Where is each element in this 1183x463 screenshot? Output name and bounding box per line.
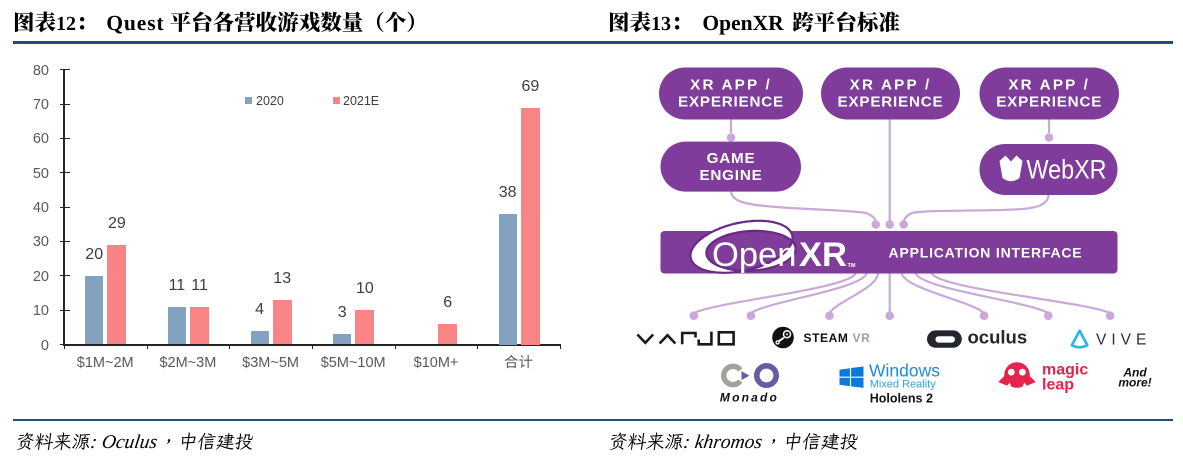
svg-text:EXPERIENCE: EXPERIENCE — [838, 94, 944, 111]
svg-text:STEAM: STEAM — [804, 331, 849, 345]
svg-text:Hololens 2: Hololens 2 — [870, 392, 933, 406]
svg-text:VR: VR — [853, 331, 871, 345]
svg-text:GAME: GAME — [707, 150, 756, 167]
svg-text:XR APP /: XR APP / — [690, 77, 772, 94]
svg-text:XR APP /: XR APP / — [850, 77, 932, 94]
svg-text:Monado: Monado — [720, 391, 779, 405]
svg-text:Mixed Reality: Mixed Reality — [870, 379, 937, 391]
svg-text:TM: TM — [848, 263, 856, 269]
svg-text:Windows: Windows — [869, 361, 940, 381]
svg-text:leap: leap — [1042, 377, 1074, 394]
svg-text:Open: Open — [712, 236, 796, 274]
svg-text:XR APP /: XR APP / — [1008, 77, 1090, 94]
svg-text:XR: XR — [799, 236, 847, 274]
svg-text:APPLICATION INTERFACE: APPLICATION INTERFACE — [889, 244, 1083, 260]
svg-text:oculus: oculus — [968, 327, 1028, 348]
svg-text:ENGINE: ENGINE — [699, 167, 762, 184]
svg-text:And: And — [1122, 366, 1147, 380]
svg-text:magic: magic — [1042, 362, 1088, 379]
svg-text:more!: more! — [1118, 376, 1151, 390]
svg-text:EXPERIENCE: EXPERIENCE — [996, 94, 1102, 111]
svg-text:VIVE: VIVE — [1096, 332, 1151, 349]
svg-text:WebXR: WebXR — [1027, 155, 1107, 185]
svg-text:EXPERIENCE: EXPERIENCE — [678, 94, 784, 111]
